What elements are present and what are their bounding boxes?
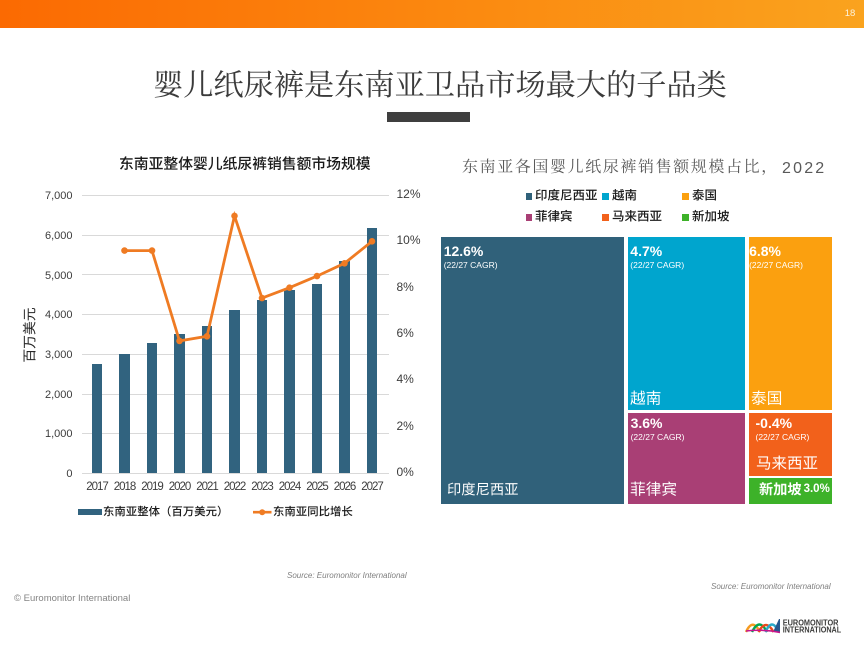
svg-text:EUROMONITOR: EUROMONITOR bbox=[783, 618, 839, 628]
svg-text:INTERNATIONAL: INTERNATIONAL bbox=[783, 625, 842, 635]
